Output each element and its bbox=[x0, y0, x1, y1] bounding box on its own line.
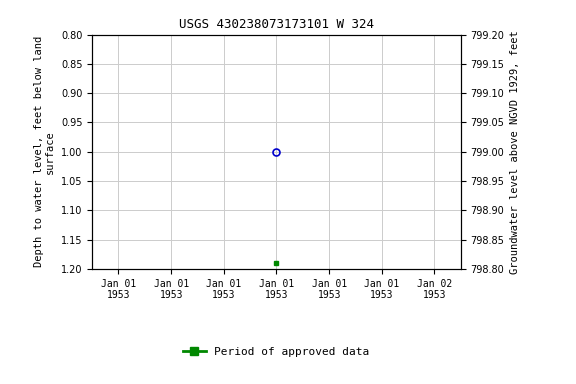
Title: USGS 430238073173101 W 324: USGS 430238073173101 W 324 bbox=[179, 18, 374, 31]
Y-axis label: Groundwater level above NGVD 1929, feet: Groundwater level above NGVD 1929, feet bbox=[510, 30, 520, 273]
Y-axis label: Depth to water level, feet below land
surface: Depth to water level, feet below land su… bbox=[34, 36, 55, 267]
Legend: Period of approved data: Period of approved data bbox=[179, 343, 374, 362]
